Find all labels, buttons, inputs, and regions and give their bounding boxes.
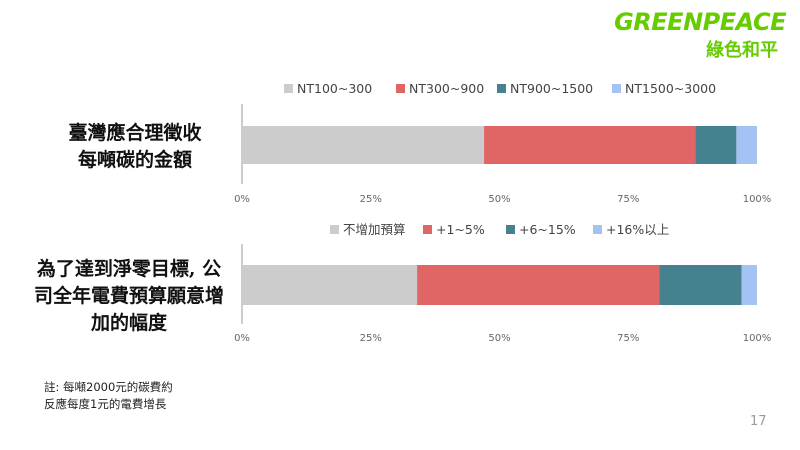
chart2-bar-segment xyxy=(417,265,660,305)
chart1-legend-label: NT1500~3000 xyxy=(625,81,716,96)
chart2-legend-label: +6~15% xyxy=(519,222,576,237)
chart1-legend-swatch xyxy=(497,84,506,93)
chart2-legend-swatch xyxy=(593,225,602,234)
chart2-x-tick-label: 0% xyxy=(234,333,250,344)
chart1-bar-segment xyxy=(242,126,485,164)
chart2-x-tick-label: 25% xyxy=(360,333,382,344)
page-number: 17 xyxy=(750,414,767,429)
chart1-legend-label: NT300~900 xyxy=(409,81,484,96)
chart1-label-line2: 每噸碳的金額 xyxy=(77,149,192,171)
chart1-label-line1: 臺灣應合理徵收 xyxy=(68,122,202,144)
logo-wordmark: GREENPEACE xyxy=(614,8,786,36)
chart1-bar-segment xyxy=(736,126,757,164)
chart1-x-tick-label: 0% xyxy=(234,194,250,205)
chart2-legend-label: 不增加預算 xyxy=(343,222,406,237)
chart1-x-tick-label: 100% xyxy=(743,194,772,205)
footnote-line2: 反應每度1元的電費增長 xyxy=(44,397,167,411)
chart2-legend-label: +1~5% xyxy=(436,222,485,237)
footnote: 註: 每噸2000元的碳費約 反應每度1元的電費增長 xyxy=(44,379,173,413)
logo-chinese-name: 綠色和平 xyxy=(706,40,778,61)
greenpeace-logo: GREENPEACE 綠色和平 xyxy=(614,8,786,68)
chart2-bar-segment xyxy=(741,265,757,305)
chart1-legend-label: NT900~1500 xyxy=(510,81,593,96)
chart2-bar-segment xyxy=(659,265,742,305)
chart2-label-line2: 司全年電費預算願意增 xyxy=(33,285,224,307)
chart1-category-label: 臺灣應合理徵收 每噸碳的金額 xyxy=(40,120,230,174)
chart1-x-tick-label: 50% xyxy=(488,194,510,205)
chart2-category-label: 為了達到淨零目標, 公 司全年電費預算願意增 加的幅度 xyxy=(20,256,238,337)
chart1-x-tick-label: 25% xyxy=(360,194,382,205)
chart2-x-tick-label: 75% xyxy=(617,333,639,344)
chart2-legend-swatch xyxy=(423,225,432,234)
chart2-legend-swatch xyxy=(330,225,339,234)
chart1-legend-label: NT100~300 xyxy=(297,81,372,96)
chart2-bar-segment xyxy=(242,265,418,305)
chart2-label-line3: 加的幅度 xyxy=(90,312,167,334)
chart2-x-tick-label: 50% xyxy=(488,333,510,344)
chart2-legend-swatch xyxy=(506,225,515,234)
chart1-bar-segment xyxy=(695,126,737,164)
chart1-legend-swatch xyxy=(284,84,293,93)
chart2-x-tick-label: 100% xyxy=(743,333,772,344)
chart2-legend-label: +16%以上 xyxy=(606,222,669,237)
chart1-bar-segment xyxy=(484,126,696,164)
chart1-legend-swatch xyxy=(612,84,621,93)
footnote-line1: 註: 每噸2000元的碳費約 xyxy=(44,380,173,394)
chart1-x-tick-label: 75% xyxy=(617,194,639,205)
chart1-legend-swatch xyxy=(396,84,405,93)
chart2-label-line1: 為了達到淨零目標, 公 xyxy=(36,258,222,280)
